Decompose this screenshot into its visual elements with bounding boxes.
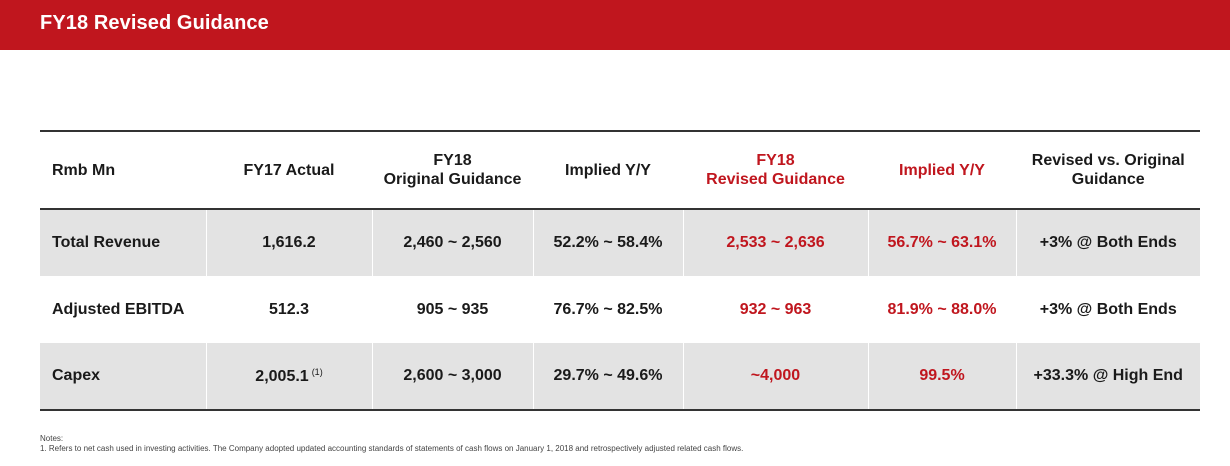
header-fy18-revised-guidance: FY18 Revised Guidance xyxy=(682,131,868,209)
original-implied-cell: 29.7% ~ 49.6% xyxy=(532,343,683,410)
row-label: Capex xyxy=(52,367,101,384)
table-row-total-revenue: Total Revenue 1,616.2 2,460 ~ 2,560 52.2… xyxy=(40,209,1200,276)
original-guidance-cell: 905 ~ 935 xyxy=(371,276,533,343)
fy17-actual-cell: 512.3 xyxy=(205,276,372,343)
table-row-adjusted-ebitda: Adjusted EBITDA 512.3 905 ~ 935 76.7% ~ … xyxy=(40,276,1200,343)
revised-implied-cell: 56.7% ~ 63.1% xyxy=(867,209,1016,276)
revised-guidance-cell: 2,533 ~ 2,636 xyxy=(682,209,868,276)
header-bar: FY18 Revised Guidance xyxy=(0,0,1230,50)
revised-vs-original-cell: +33.3% @ High End xyxy=(1015,343,1200,410)
original-guidance-cell: 2,600 ~ 3,000 xyxy=(371,343,533,410)
revised-implied-cell: 99.5% xyxy=(867,343,1016,410)
original-implied-cell: 52.2% ~ 58.4% xyxy=(532,209,683,276)
header-revised-implied-yy: Implied Y/Y xyxy=(867,131,1016,209)
revised-vs-original-cell: +3% @ Both Ends xyxy=(1015,209,1200,276)
note-item: 1. Refers to net cash used in investing … xyxy=(40,444,744,453)
row-label: Total Revenue xyxy=(52,234,161,251)
row-label: Adjusted EBITDA xyxy=(52,300,185,318)
footnotes: Notes: 1. Refers to net cash used in inv… xyxy=(40,434,743,454)
table-header-row: Rmb Mn FY17 Actual FY18 Original Guidanc… xyxy=(40,131,1200,209)
header-fy17-actual: FY17 Actual xyxy=(205,131,372,209)
table-row-capex: Capex 2,005.1 (1) 2,600 ~ 3,000 29.7% ~ 4… xyxy=(40,343,1200,410)
page-title: FY18 Revised Guidance xyxy=(40,12,269,34)
revised-guidance-cell: ~4,000 xyxy=(682,343,868,410)
header-fy18-original-guidance: FY18 Original Guidance xyxy=(371,131,533,209)
revised-guidance-cell: 932 ~ 963 xyxy=(682,276,868,343)
footnote-marker: (1) xyxy=(311,366,323,377)
revised-vs-original-cell: +3% @ Both Ends xyxy=(1015,276,1200,343)
fy17-actual-cell: 1,616.2 xyxy=(205,209,372,276)
fy17-actual-cell: 2,005.1 (1) xyxy=(205,343,372,410)
original-guidance-cell: 2,460 ~ 2,560 xyxy=(371,209,533,276)
header-rmb-mn: Rmb Mn xyxy=(52,161,116,179)
fy17-actual-value: 2,005.1 xyxy=(255,367,309,385)
notes-title: Notes: xyxy=(40,434,64,443)
revised-implied-cell: 81.9% ~ 88.0% xyxy=(867,276,1016,343)
original-implied-cell: 76.7% ~ 82.5% xyxy=(532,276,683,343)
header-revised-vs-original: Revised vs. Original Guidance xyxy=(1015,131,1200,209)
header-original-implied-yy: Implied Y/Y xyxy=(532,131,683,209)
guidance-table: Rmb Mn FY17 Actual FY18 Original Guidanc… xyxy=(40,130,1200,411)
